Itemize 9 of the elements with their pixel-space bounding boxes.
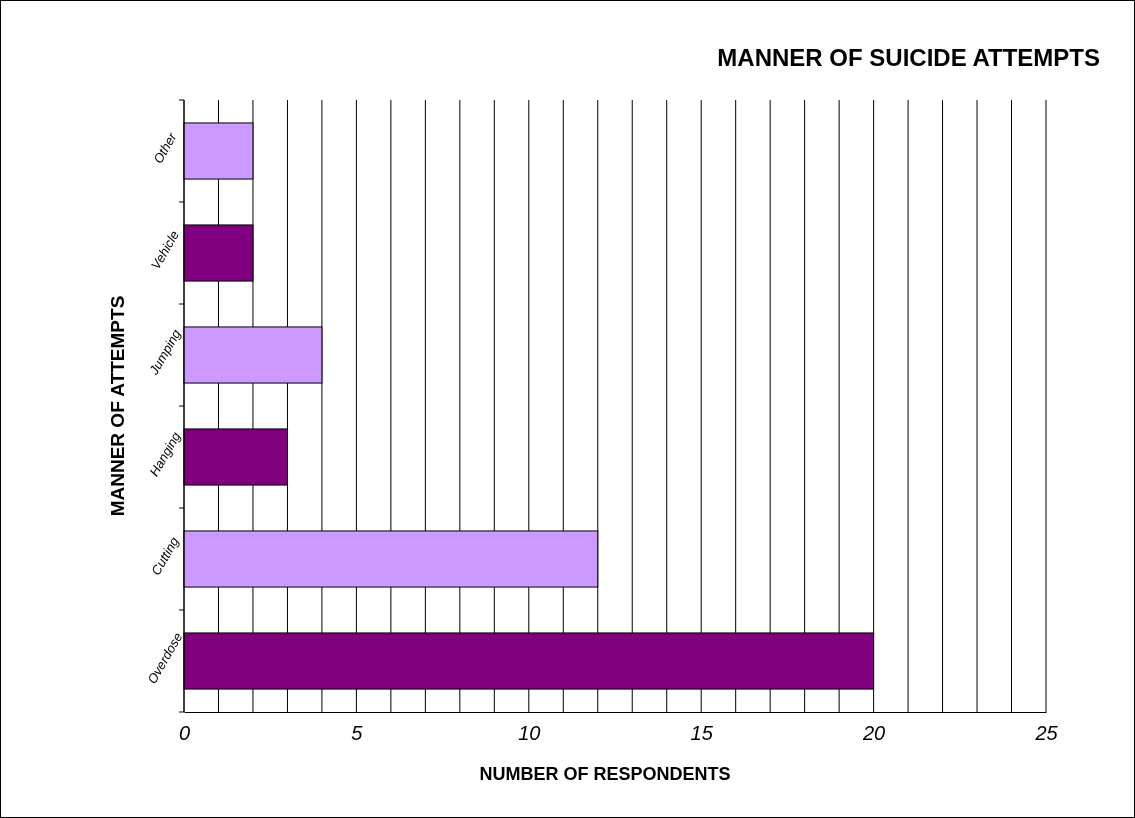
- x-tick-label: 15: [690, 722, 714, 745]
- x-tick-label: 20: [861, 722, 886, 745]
- x-axis-title: NUMBER OF RESPONDENTS: [479, 764, 731, 784]
- x-tick-label: 10: [518, 722, 541, 745]
- x-tick-label: 25: [1034, 722, 1059, 745]
- x-tick-label: 0: [178, 722, 191, 745]
- chart-title: MANNER OF SUICIDE ATTEMPTS: [717, 44, 1100, 71]
- x-tick-label: 5: [351, 722, 364, 745]
- y-axis-title: MANNER OF ATTEMPTS: [107, 295, 128, 517]
